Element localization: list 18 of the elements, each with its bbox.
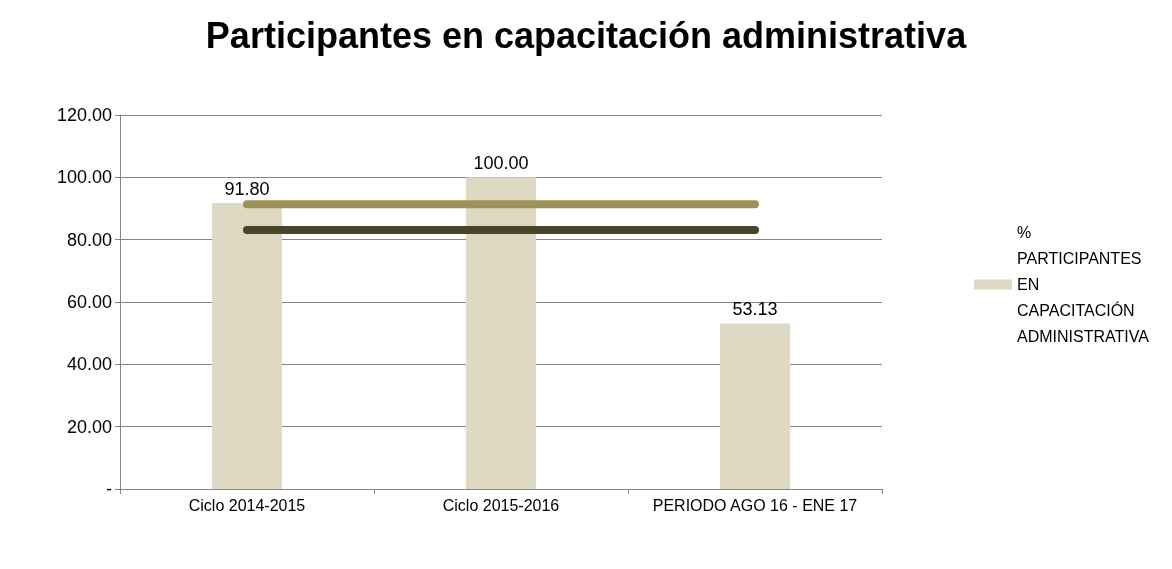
bar (466, 177, 536, 489)
y-tick-label: 40.00 (66, 354, 112, 375)
data-label: 91.80 (224, 178, 270, 199)
y-tick-label: 80.00 (66, 229, 112, 250)
bar (212, 202, 282, 489)
x-tick-label: Ciclo 2014-2015 (188, 496, 306, 514)
y-tick-label: 60.00 (66, 292, 112, 312)
x-tick-label: PERIODO AGO 16 - ENE 17 (652, 496, 858, 514)
chart-title: Participantes en capacitación administrativa (205, 14, 968, 56)
y-tick-label: 20.00 (66, 416, 112, 437)
legend-label: % PARTICIPANTES EN CAPACITACIÓN ADMINISTRATIVA (1017, 224, 1150, 345)
data-label: 100.00 (473, 153, 529, 174)
y-tick-label: 100.00 (56, 167, 112, 188)
x-tick-label: Ciclo 2015-2016 (442, 496, 560, 514)
data-label: 53.13 (732, 299, 778, 320)
y-tick-label: - (106, 479, 112, 499)
y-tick-label: 120.00 (56, 105, 112, 125)
bar (720, 323, 790, 489)
